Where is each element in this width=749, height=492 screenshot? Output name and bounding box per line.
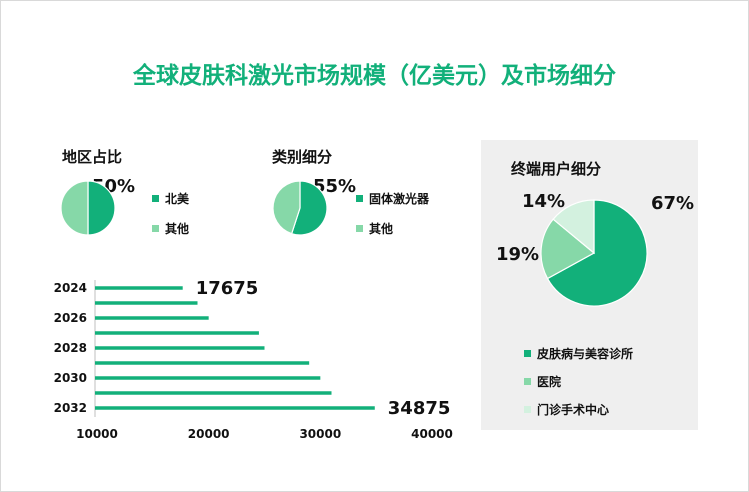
legend-swatch [356,225,363,232]
end-user-clinic-data-label: 67% [651,193,695,214]
y-tick-label: 2026 [54,311,87,325]
y-tick-label: 2032 [54,401,87,415]
x-tick-label: 30000 [299,427,341,441]
category-breakdown-title: 类别细分 [272,148,333,166]
x-tick-label: 20000 [188,427,230,441]
bar-value-label: 17675 [196,278,259,299]
legend-hospitals: 医院 [524,373,561,390]
bar [95,406,375,410]
legend-swatch [356,195,363,202]
chart-title: 全球皮肤科激光市场规模（亿美元）及市场细分 [133,63,616,89]
pie-slice [87,180,116,236]
legend-label: 医院 [537,375,562,389]
legend-label: 其他 [369,222,394,236]
legend-swatch [524,378,531,385]
end-user-breakdown-title: 终端用户细分 [511,160,602,178]
legend-north-america: 北美 [152,190,189,207]
bar [95,391,332,395]
pie-slice [552,199,595,255]
legend-swatch [152,195,159,202]
bar [95,346,265,350]
pie-slice [540,218,596,280]
category-pie-data-label: 55% [313,176,357,197]
legend-dermatology-clinics: 皮肤病与美容诊所 [524,345,633,362]
pie-charts [60,180,648,307]
market-size-bar-chart: 17675 2024 2026 2028 2030 34875 2032 10000 20000… [54,278,453,441]
legend-label: 其他 [165,222,190,236]
pie-slice [272,180,301,235]
legend-ambulatory-surgery-centers: 门诊手术中心 [524,401,609,418]
end-user-surgery-center-data-label: 14% [522,191,566,212]
bar [95,301,198,305]
bar [95,286,183,290]
pie-slice [60,180,89,236]
legend-region-other: 其他 [152,220,189,237]
bar [95,376,321,380]
y-tick-label: 2030 [54,371,87,385]
legend-label: 北美 [165,192,190,206]
legend-label: 皮肤病与美容诊所 [537,347,634,361]
legend-swatch [524,350,531,357]
legend-label: 固体激光器 [369,192,430,206]
legend-solid-state-laser: 固体激光器 [356,190,429,207]
legend-label: 门诊手术中心 [537,403,610,417]
x-tick-label: 10000 [76,427,118,441]
legend-category-other: 其他 [356,220,393,237]
region-share-title: 地区占比 [62,148,123,166]
bar [95,316,209,320]
bar-value-label: 34875 [388,398,451,419]
legend-swatch [524,406,531,413]
pie-slice [546,199,648,307]
legend-swatch [152,225,159,232]
x-tick-label: 40000 [411,427,453,441]
bar [95,331,259,335]
y-tick-label: 2028 [54,341,87,355]
bar [95,361,310,365]
end-user-hospital-data-label: 19% [496,244,540,265]
y-tick-label: 2024 [54,281,87,295]
